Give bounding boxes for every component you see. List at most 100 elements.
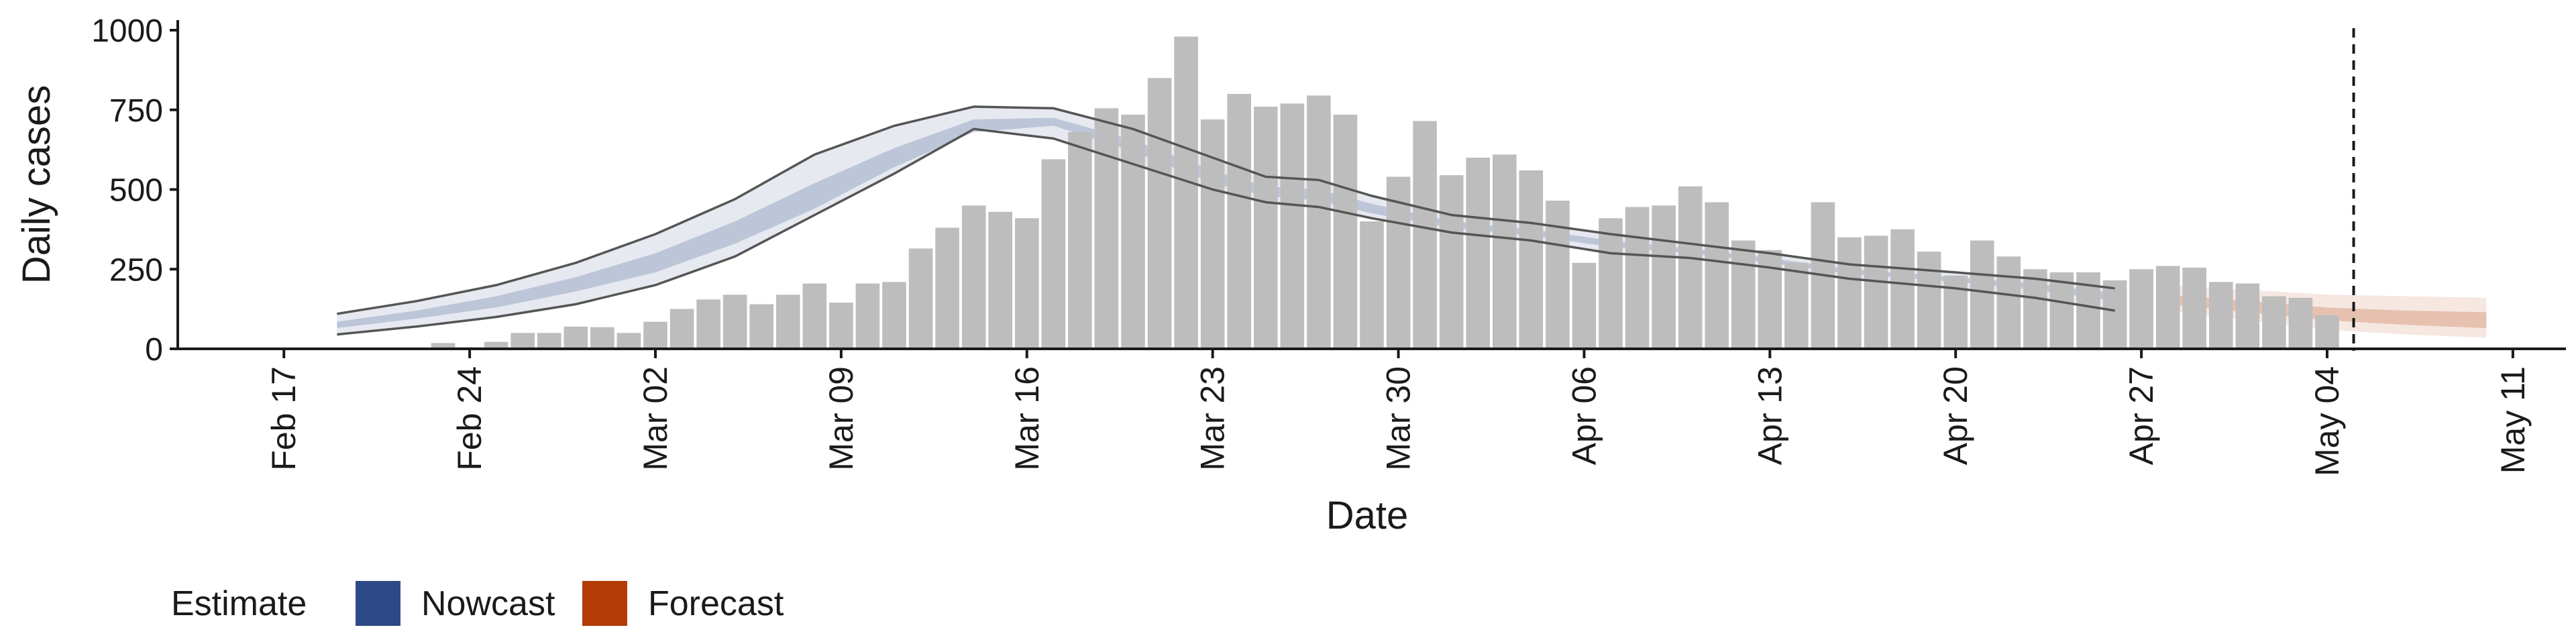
bar (1705, 202, 1729, 349)
bar (802, 283, 827, 349)
bar (1439, 175, 1464, 349)
bar (1280, 103, 1305, 350)
bar (1493, 154, 1517, 350)
x-tick-label: Mar 02 (637, 366, 674, 471)
bar (1864, 235, 1888, 349)
bar (616, 333, 641, 350)
bar (1068, 132, 1092, 349)
x-tick-label: Apr 27 (2123, 366, 2160, 465)
bar (1599, 218, 1623, 350)
x-tick-label: Feb 17 (265, 366, 303, 471)
bar (2182, 267, 2206, 349)
bar (696, 299, 720, 349)
y-tick-label: 1000 (91, 13, 163, 49)
y-tick-label: 500 (109, 173, 163, 209)
bar (431, 343, 455, 349)
bar (2102, 280, 2127, 349)
estimate-outlines (337, 28, 2355, 351)
bar (1917, 252, 1941, 349)
y-tick-label: 250 (109, 252, 163, 288)
x-tick-label: Apr 20 (1937, 366, 1974, 465)
legend-title: Estimate (171, 584, 307, 623)
bar (908, 248, 933, 349)
bar (1758, 250, 1782, 350)
bar (882, 282, 906, 350)
bar (1147, 78, 1172, 350)
bar (1970, 240, 1994, 349)
bar (2209, 282, 2233, 350)
bar (2049, 272, 2074, 349)
bar (961, 205, 986, 350)
bar (1466, 158, 1490, 349)
bar (2262, 296, 2286, 349)
bar (1041, 159, 1066, 349)
bar (1386, 176, 1411, 349)
x-tick-label: Mar 23 (1194, 366, 1232, 471)
bar (1174, 36, 1198, 349)
x-tick-label: May 04 (2308, 366, 2346, 476)
bar (722, 294, 747, 350)
bar (776, 294, 800, 350)
bar (484, 341, 508, 349)
legend: Estimate Nowcast Forecast (171, 581, 784, 626)
y-tick-label: 750 (109, 93, 163, 129)
bar (1519, 170, 1544, 349)
bar (1784, 262, 1809, 350)
x-tick-label: Apr 06 (1565, 366, 1603, 465)
nowcast-lower-outline (337, 127, 2115, 336)
bar (1015, 218, 1039, 350)
x-tick-label: Apr 13 (1751, 366, 1788, 465)
bar (1996, 256, 2021, 350)
bar (643, 321, 667, 349)
legend-label-nowcast: Nowcast (421, 584, 555, 623)
y-axis-title: Daily cases (15, 85, 58, 284)
bar (1413, 121, 1437, 349)
bar (2155, 266, 2180, 349)
bar (1731, 240, 1756, 349)
bar (749, 304, 773, 349)
bar (1652, 205, 1676, 350)
bar (511, 333, 535, 350)
bar (1121, 114, 1145, 349)
bar (1307, 95, 1331, 349)
bar-series (431, 36, 2339, 350)
x-tick-label: Mar 09 (822, 366, 860, 471)
legend-swatch-forecast (582, 581, 627, 626)
bar (2023, 269, 2047, 350)
nowcast-outer-band (337, 107, 2115, 335)
nowcast-upper-outline (337, 105, 2115, 315)
x-tick-label: Mar 30 (1380, 366, 1417, 471)
bar (1094, 108, 1119, 349)
bar (1360, 221, 1384, 349)
bar (537, 333, 561, 350)
bar (2129, 269, 2153, 350)
bar (1546, 201, 1570, 349)
legend-label-forecast: Forecast (648, 584, 784, 623)
legend-swatch-nowcast (356, 581, 400, 626)
bar (988, 211, 1012, 350)
bar (1572, 262, 1597, 350)
y-tick-label: 0 (145, 332, 163, 368)
bar (855, 283, 880, 349)
bar (2235, 283, 2260, 349)
bar (2315, 315, 2339, 349)
bar (1678, 186, 1703, 350)
axes: 0 250 500 750 1000 Feb 17 Feb 24 Mar 02 Mar 09 Ma… (91, 13, 2566, 476)
bar (829, 303, 853, 349)
bar (564, 326, 588, 350)
x-tick-label: May 11 (2494, 366, 2532, 474)
x-tick-label: Mar 16 (1008, 366, 1046, 471)
bar (1625, 207, 1650, 349)
x-tick-label: Feb 24 (451, 366, 488, 471)
bar (1227, 94, 1251, 349)
x-axis-title: Date (1326, 494, 1409, 537)
bar (2288, 298, 2313, 349)
bar (1837, 237, 1862, 350)
bar (669, 309, 694, 349)
bar (1890, 229, 1915, 349)
bar (935, 227, 959, 349)
bar (1254, 107, 1278, 349)
bar (590, 327, 614, 349)
bar (1333, 114, 1358, 349)
